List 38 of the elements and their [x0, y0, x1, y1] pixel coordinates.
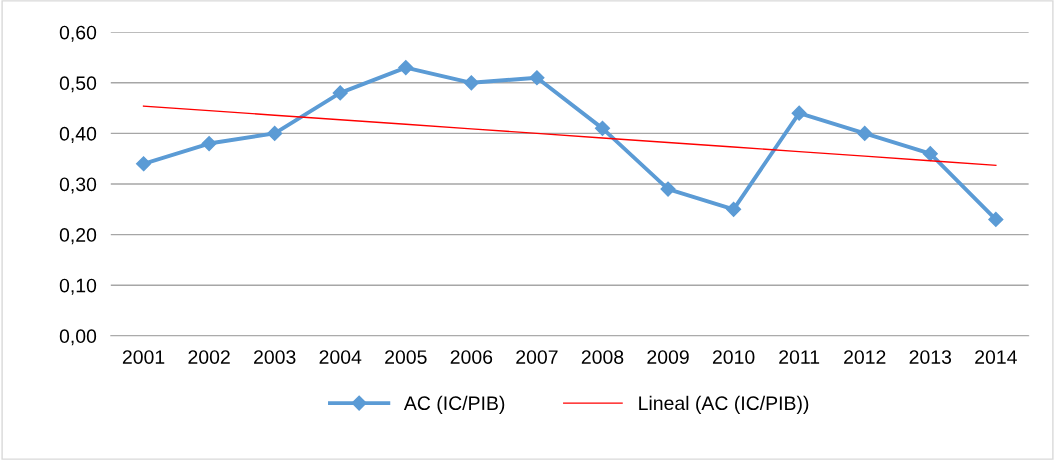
legend-label: Lineal (AC (IC/PIB)) — [639, 395, 809, 414]
point — [857, 125, 873, 141]
x-tick-label: 2003 — [254, 350, 296, 364]
point — [267, 125, 283, 141]
x-tick-label: 2013 — [909, 350, 952, 364]
legend-label: AC (IC/PIB) — [403, 395, 505, 414]
y-tick-label: 0,50 — [59, 76, 97, 93]
point — [529, 70, 545, 86]
point — [332, 85, 348, 101]
x-tick-label: 2008 — [581, 350, 624, 364]
x-tick-label: 2005 — [385, 350, 427, 364]
x-tick-label: 2012 — [844, 350, 886, 364]
x-tick-label: 2010 — [712, 350, 755, 364]
point — [463, 75, 479, 91]
y-tick-label: 0,60 — [59, 25, 97, 42]
line-series — [142, 105, 997, 166]
point — [988, 211, 1004, 227]
x-tick-label: 2009 — [647, 350, 689, 364]
y-tick-label: 0,00 — [59, 329, 97, 346]
point — [201, 135, 217, 152]
y-tick-label: 0,20 — [59, 228, 97, 245]
x-tick-label: 2004 — [319, 350, 362, 364]
point — [594, 120, 611, 136]
point — [922, 146, 938, 162]
x-tick-label: 2007 — [516, 350, 558, 364]
y-tick-label: 0,10 — [59, 278, 97, 295]
point — [726, 201, 742, 217]
y-tick-label: 0,40 — [59, 126, 97, 143]
x-tick-label: 2002 — [188, 350, 230, 364]
y-tick-label: 0,30 — [59, 177, 97, 194]
point — [135, 156, 152, 172]
x-tick-label: 2001 — [122, 350, 165, 364]
point — [660, 181, 676, 197]
x-tick-label: 2011 — [779, 350, 820, 364]
point — [398, 60, 414, 76]
x-tick-label: 2006 — [450, 350, 493, 364]
x-tick-label: 2014 — [975, 350, 1017, 364]
point — [791, 105, 807, 121]
